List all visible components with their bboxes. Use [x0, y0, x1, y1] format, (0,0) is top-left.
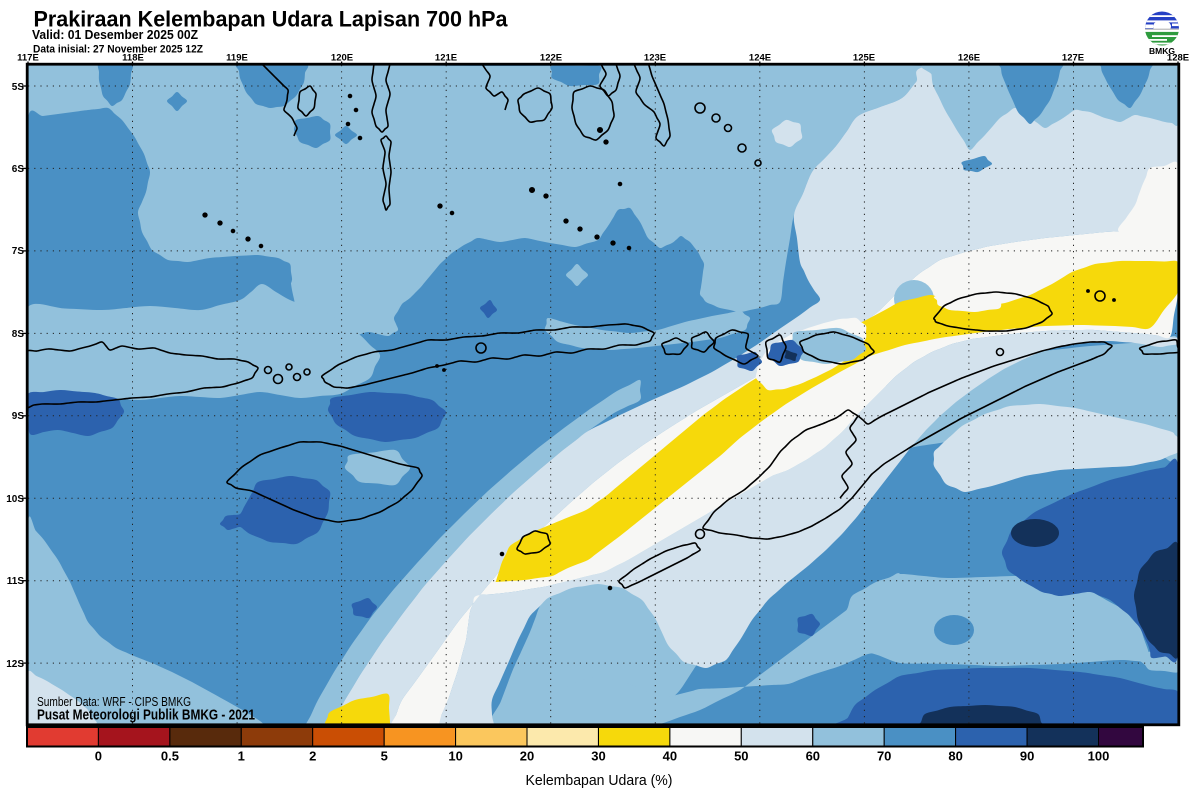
svg-text:123E: 123E — [644, 53, 666, 64]
svg-text:Pusat Meteorologi Publik BMKG: Pusat Meteorologi Publik BMKG - 2021 — [37, 708, 255, 724]
svg-text:80: 80 — [948, 749, 962, 764]
svg-text:BMKG: BMKG — [1149, 46, 1175, 56]
svg-text:124E: 124E — [749, 53, 771, 64]
svg-text:12S: 12S — [6, 659, 24, 670]
svg-text:2: 2 — [309, 749, 316, 764]
svg-text:7S: 7S — [12, 246, 25, 257]
svg-text:0: 0 — [95, 749, 102, 764]
svg-text:126E: 126E — [958, 53, 980, 64]
svg-text:120E: 120E — [331, 53, 353, 64]
svg-text:9S: 9S — [12, 411, 25, 422]
svg-text:121E: 121E — [435, 53, 457, 64]
svg-text:8S: 8S — [12, 329, 25, 340]
svg-text:90: 90 — [1020, 749, 1034, 764]
svg-text:5S: 5S — [12, 82, 25, 93]
svg-text:119E: 119E — [226, 53, 248, 64]
svg-text:122E: 122E — [540, 53, 562, 64]
svg-text:Data inisial: 27 November 2025: Data inisial: 27 November 2025 12Z — [33, 44, 203, 56]
svg-text:0.5: 0.5 — [161, 749, 179, 764]
svg-text:Sumber Data: WRF - CIPS BMKG: Sumber Data: WRF - CIPS BMKG — [37, 695, 191, 709]
svg-text:128E: 128E — [1167, 53, 1189, 64]
svg-text:127E: 127E — [1062, 53, 1084, 64]
svg-text:125E: 125E — [853, 53, 875, 64]
svg-text:70: 70 — [877, 749, 891, 764]
svg-text:20: 20 — [520, 749, 534, 764]
svg-text:10S: 10S — [6, 494, 24, 505]
svg-text:50: 50 — [734, 749, 748, 764]
svg-text:11S: 11S — [7, 576, 25, 587]
svg-text:Valid: 01 Desember 2025 00Z: Valid: 01 Desember 2025 00Z — [32, 28, 198, 42]
svg-text:Prakiraan Kelembapan Udara Lap: Prakiraan Kelembapan Udara Lapisan 700 h… — [34, 7, 508, 32]
svg-text:117E: 117E — [17, 53, 39, 64]
svg-text:1: 1 — [238, 749, 245, 764]
svg-text:60: 60 — [806, 749, 820, 764]
svg-text:30: 30 — [591, 749, 605, 764]
svg-text:Kelembapan Udara (%): Kelembapan Udara (%) — [526, 772, 673, 789]
svg-text:118E: 118E — [122, 53, 144, 64]
svg-text:5: 5 — [381, 749, 388, 764]
svg-text:10: 10 — [448, 749, 462, 764]
svg-text:6S: 6S — [12, 164, 25, 175]
svg-text:40: 40 — [663, 749, 677, 764]
svg-text:100: 100 — [1088, 749, 1110, 764]
